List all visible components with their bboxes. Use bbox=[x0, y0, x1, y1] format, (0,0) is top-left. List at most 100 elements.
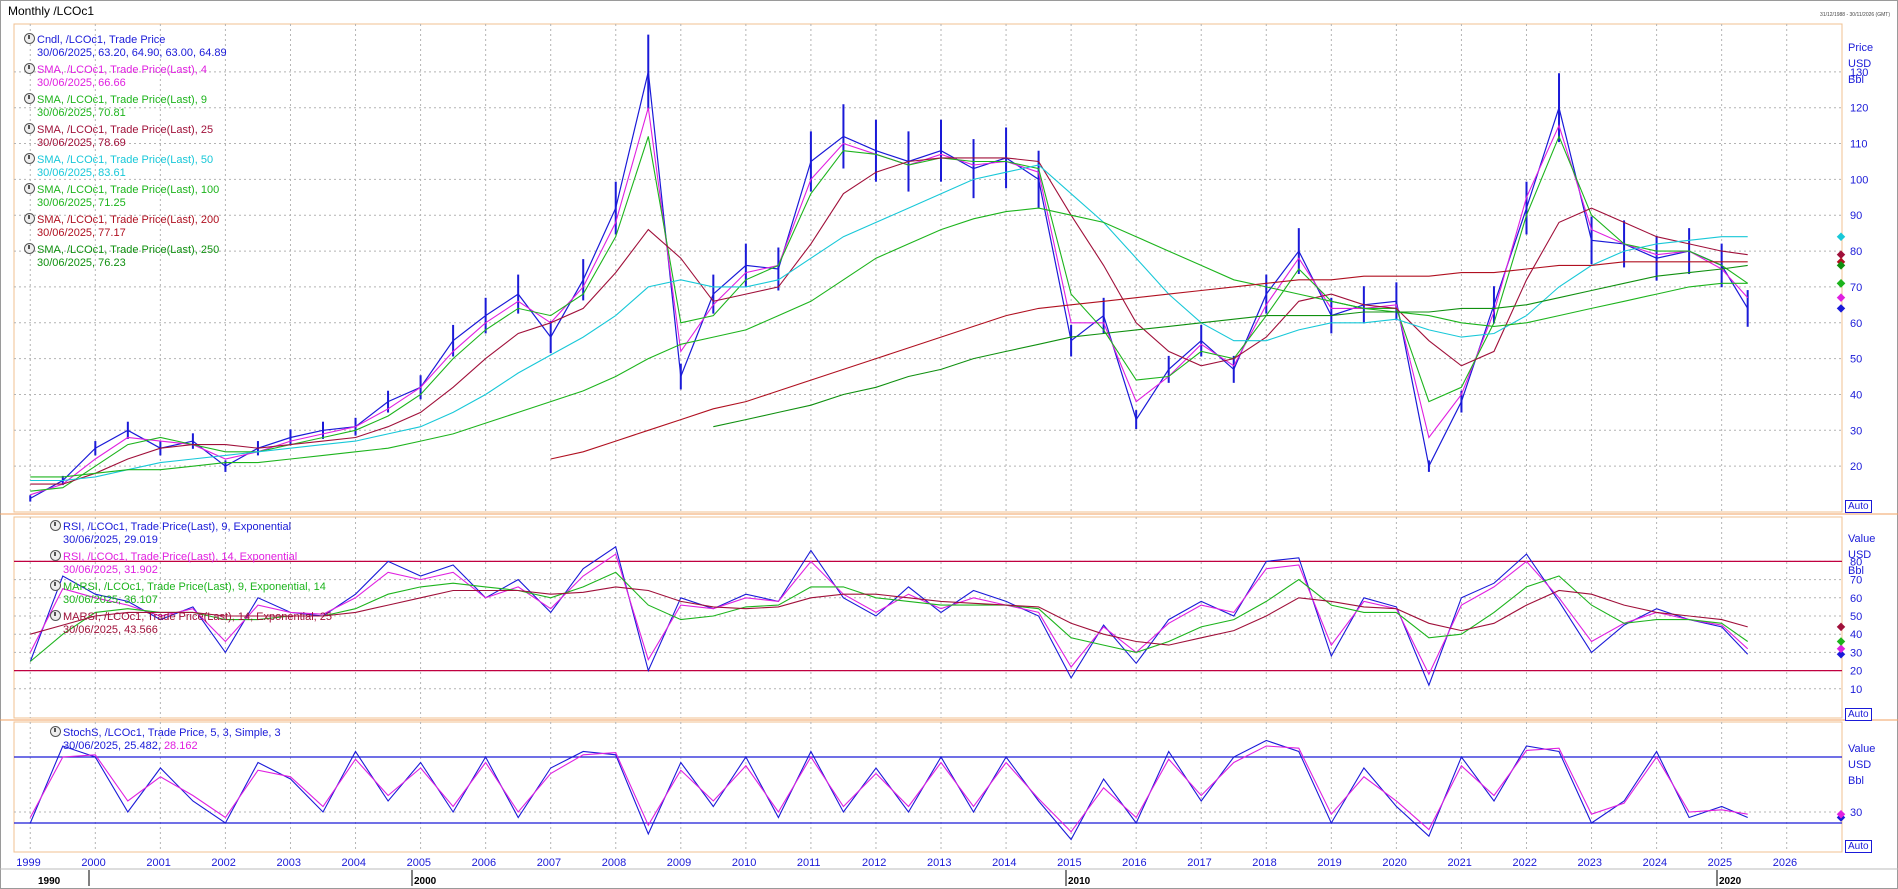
rsi-unit-3: Bbl bbox=[1848, 565, 1864, 577]
legend-series-name: SMA, /LCOc1, Trade Price(Last), 250 bbox=[37, 244, 220, 256]
legend-series-name: SMA, /LCOc1, Trade Price(Last), 4 bbox=[37, 64, 207, 76]
series-line bbox=[30, 157, 1748, 485]
y-tick-label: 120 bbox=[1850, 103, 1868, 115]
legend-series-value: 30/06/2025, 43.566 bbox=[63, 624, 158, 636]
indicator-settings-icon[interactable] bbox=[50, 520, 61, 531]
legend-entry[interactable]: SMA, /LCOc1, Trade Price(Last), 250 bbox=[24, 243, 219, 257]
legend-entry[interactable]: SMA, /LCOc1, Trade Price(Last), 4 bbox=[24, 63, 207, 77]
rsi-unit-1: Value bbox=[1848, 533, 1876, 545]
indicator-settings-icon[interactable] bbox=[24, 63, 35, 74]
legend-value-d: 28.162 bbox=[163, 740, 198, 752]
y-tick-label: 40 bbox=[1850, 389, 1862, 401]
indicator-settings-icon[interactable] bbox=[24, 153, 35, 164]
legend-series-name: StochS, /LCOc1, Trade Price, 5, 3, Simpl… bbox=[63, 727, 281, 739]
series-line bbox=[550, 261, 1748, 460]
y-tick-label: 30 bbox=[1850, 807, 1862, 819]
x-tick-label: 2025 bbox=[1708, 857, 1732, 869]
stoch-auto-button[interactable]: Auto bbox=[1845, 840, 1872, 853]
y-tick-label: 10 bbox=[1850, 684, 1862, 696]
y-tick-label: 30 bbox=[1850, 647, 1862, 659]
x-tick-label: 2008 bbox=[602, 857, 626, 869]
y-tick-label: 100 bbox=[1850, 174, 1868, 186]
series-line bbox=[713, 264, 1748, 428]
series-line bbox=[29, 545, 1749, 687]
x-tick-label: 2004 bbox=[342, 857, 366, 869]
indicator-settings-icon[interactable] bbox=[24, 243, 35, 254]
x-major-label: 1990 bbox=[38, 876, 61, 887]
legend-entry[interactable]: RSI, /LCOc1, Trade Price(Last), 14, Expo… bbox=[50, 550, 297, 564]
indicator-settings-icon[interactable] bbox=[24, 93, 35, 104]
legend-series-value: 30/06/2025, 31.902 bbox=[63, 564, 158, 576]
panel-frame bbox=[13, 721, 1843, 853]
x-tick-label: 2005 bbox=[407, 857, 431, 869]
legend-entry[interactable]: StochS, /LCOc1, Trade Price, 5, 3, Simpl… bbox=[50, 726, 281, 740]
x-tick-label: 2002 bbox=[211, 857, 235, 869]
legend-series-value: 30/06/2025, 29.019 bbox=[63, 534, 158, 546]
legend-series-value: 30/06/2025, 63.20, 64.90, 63.00, 64.89 bbox=[37, 47, 227, 59]
indicator-settings-icon[interactable] bbox=[50, 580, 61, 591]
indicator-settings-icon[interactable] bbox=[24, 213, 35, 224]
legend-entry[interactable]: SMA, /LCOc1, Trade Price(Last), 25 bbox=[24, 123, 213, 137]
x-tick-label: 2016 bbox=[1122, 857, 1146, 869]
legend-series-name: SMA, /LCOc1, Trade Price(Last), 200 bbox=[37, 214, 220, 226]
x-tick-label: 2001 bbox=[146, 857, 170, 869]
series-end-marker bbox=[1836, 649, 1846, 659]
indicator-settings-icon[interactable] bbox=[24, 183, 35, 194]
legend-entry[interactable]: SMA, /LCOc1, Trade Price(Last), 50 bbox=[24, 153, 213, 167]
series-line bbox=[30, 207, 1748, 478]
legend-series-value: 30/06/2025, 36.107 bbox=[63, 594, 158, 606]
x-tick-label: 2017 bbox=[1187, 857, 1211, 869]
price-unit-3: Bbl bbox=[1848, 74, 1864, 86]
series-end-marker bbox=[1836, 304, 1846, 313]
x-tick-label: 2003 bbox=[276, 857, 300, 869]
x-tick-label: 2014 bbox=[992, 857, 1016, 869]
series-end-marker bbox=[1836, 232, 1846, 241]
price-auto-button[interactable]: Auto bbox=[1845, 500, 1872, 513]
stoch-unit-3: Bbl bbox=[1848, 775, 1864, 787]
legend-series-value: 30/06/2025, 71.25 bbox=[37, 197, 126, 209]
legend-series-name: SMA, /LCOc1, Trade Price(Last), 25 bbox=[37, 124, 214, 136]
x-major-label: 2010 bbox=[1068, 876, 1091, 887]
y-tick-label: 60 bbox=[1850, 318, 1862, 330]
legend-entry[interactable]: MARSI, /LCOc1, Trade Price(Last), 14, Ex… bbox=[50, 610, 332, 624]
legend-entry[interactable]: SMA, /LCOc1, Trade Price(Last), 9 bbox=[24, 93, 207, 107]
indicator-settings-icon[interactable] bbox=[50, 726, 61, 737]
x-tick-label: 2022 bbox=[1512, 857, 1536, 869]
legend-entry[interactable]: MARSI, /LCOc1, Trade Price(Last), 9, Exp… bbox=[50, 580, 326, 594]
x-tick-label: 2019 bbox=[1317, 857, 1341, 869]
legend-entry[interactable]: SMA, /LCOc1, Trade Price(Last), 100 bbox=[24, 183, 219, 197]
y-tick-label: 90 bbox=[1850, 210, 1862, 222]
series-end-marker bbox=[1836, 809, 1846, 819]
series-line bbox=[30, 134, 1749, 492]
y-tick-label: 30 bbox=[1850, 425, 1862, 437]
stoch-unit-2: USD bbox=[1848, 759, 1872, 771]
x-tick-label: 2026 bbox=[1773, 857, 1797, 869]
y-tick-label: 70 bbox=[1850, 575, 1862, 587]
indicator-settings-icon[interactable] bbox=[24, 33, 35, 44]
series-line bbox=[29, 745, 1748, 833]
legend-series-value: 30/06/2025, 76.23 bbox=[37, 257, 126, 269]
rsi-auto-button[interactable]: Auto bbox=[1845, 708, 1872, 721]
rsi-unit-2: USD bbox=[1848, 549, 1872, 561]
series-line bbox=[30, 586, 1748, 646]
series-end-marker bbox=[1836, 637, 1846, 646]
legend-entry[interactable]: RSI, /LCOc1, Trade Price(Last), 9, Expon… bbox=[50, 520, 291, 534]
legend-series-value: 30/06/2025, 25.482, 28.162 bbox=[63, 740, 198, 753]
stoch-unit-1: Value bbox=[1848, 743, 1876, 755]
indicator-settings-icon[interactable] bbox=[50, 610, 61, 621]
indicator-settings-icon[interactable] bbox=[24, 123, 35, 134]
legend-value-k: 30/06/2025, 25.482, bbox=[63, 740, 164, 752]
x-tick-label: 2021 bbox=[1447, 857, 1471, 869]
legend-entry[interactable]: SMA, /LCOc1, Trade Price(Last), 200 bbox=[24, 213, 219, 227]
x-tick-label: 2015 bbox=[1057, 857, 1081, 869]
x-tick-label: 2006 bbox=[472, 857, 496, 869]
legend-entry[interactable]: Cndl, /LCOc1, Trade Price bbox=[24, 33, 165, 47]
x-tick-label: 2007 bbox=[537, 857, 561, 869]
x-tick-label: 2024 bbox=[1643, 857, 1667, 869]
legend-series-value: 30/06/2025, 83.61 bbox=[37, 167, 126, 179]
indicator-settings-icon[interactable] bbox=[50, 550, 61, 561]
legend-series-name: MARSI, /LCOc1, Trade Price(Last), 14, Ex… bbox=[63, 611, 333, 623]
y-tick-label: 50 bbox=[1850, 354, 1862, 366]
